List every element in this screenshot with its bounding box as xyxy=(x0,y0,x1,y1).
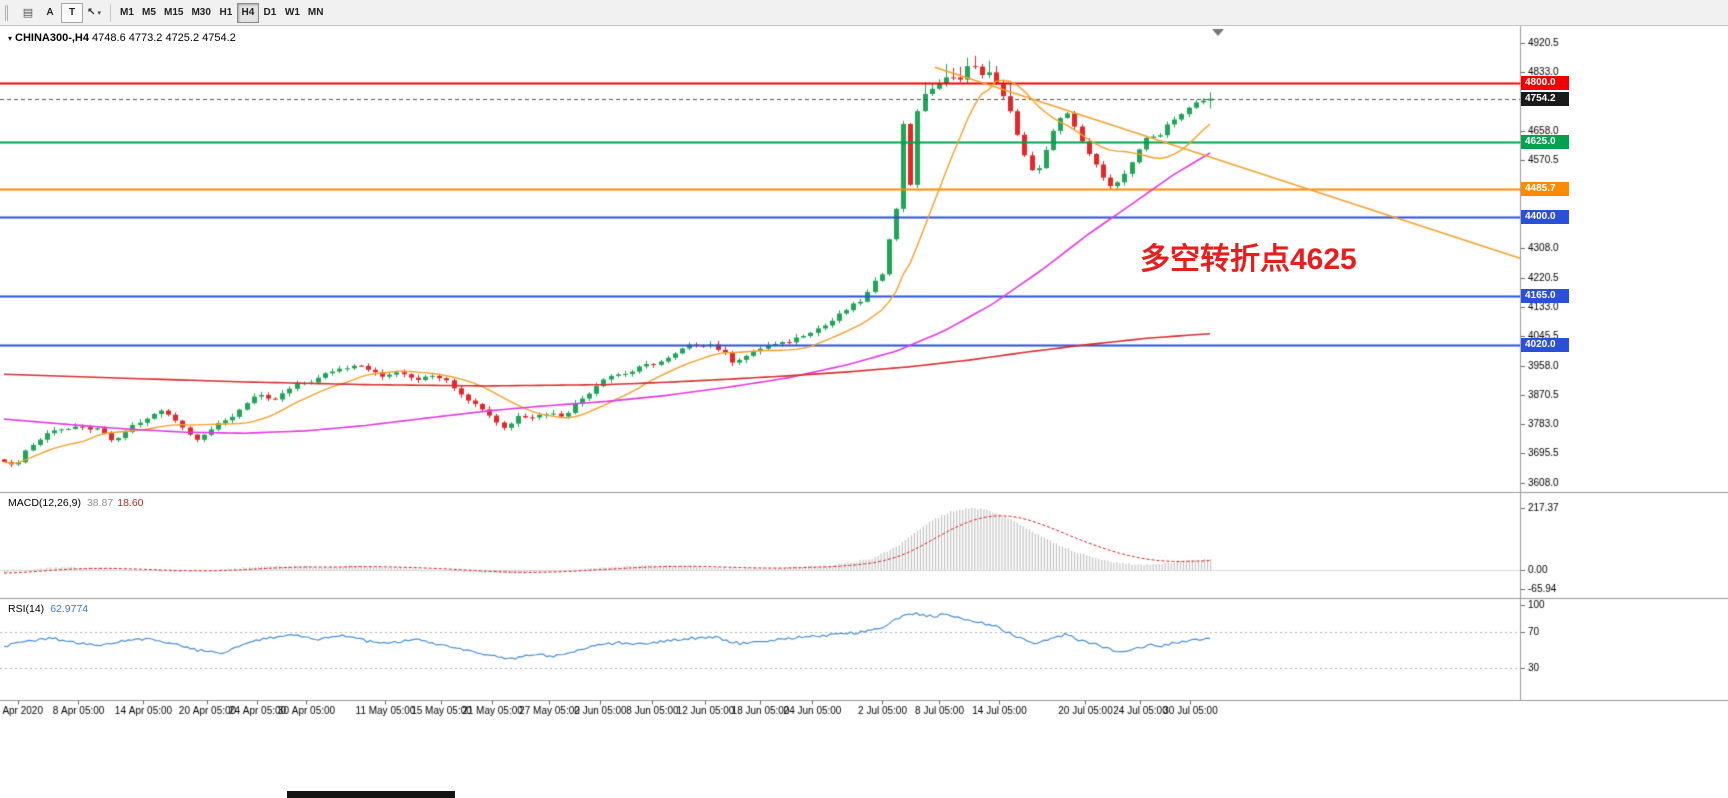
chart-grid-icon: ▤ xyxy=(22,7,34,19)
rsi-value: 62.9774 xyxy=(50,603,89,615)
macd-indicator-label: MACD(12,26,9) 38.87 18.60 xyxy=(8,497,144,509)
annotate-a-button[interactable]: A xyxy=(39,3,61,23)
price-line-badge: 4165.0 xyxy=(1521,289,1569,304)
rsi-indicator-label: RSI(14) 62.9774 xyxy=(8,603,88,615)
current-price-badge: 4754.2 xyxy=(1521,91,1569,106)
timeframe-m30[interactable]: M30 xyxy=(187,3,214,23)
cursor-icon: ↖ xyxy=(87,7,96,18)
timeframe-h1[interactable]: H1 xyxy=(215,3,237,23)
macd-name: MACD(12,26,9) xyxy=(8,497,81,509)
chart-title-caret-icon: ▾ xyxy=(8,34,13,43)
macd-signal-value: 18.60 xyxy=(117,497,144,509)
chart-annotation-text[interactable]: 多空转折点4625 xyxy=(1140,243,1357,276)
timeframe-m1[interactable]: M1 xyxy=(116,3,138,23)
dropdown-caret-icon: ▾ xyxy=(97,9,101,17)
cursor-tool-dropdown[interactable]: ↖ ▾ xyxy=(83,3,105,23)
toolbar-separator xyxy=(110,3,111,22)
timeframe-m15[interactable]: M15 xyxy=(160,3,187,23)
price-line-badge: 4020.0 xyxy=(1521,337,1569,352)
symbol-timeframe-label: CHINA300-,H4 xyxy=(15,32,89,44)
toolbar-grip[interactable] xyxy=(5,4,12,21)
text-tool-button[interactable]: T xyxy=(61,2,83,23)
timeframe-d1[interactable]: D1 xyxy=(259,3,281,23)
timeframe-m5[interactable]: M5 xyxy=(138,3,160,23)
timeframe-mn[interactable]: MN xyxy=(304,3,328,23)
chart-stage: ▾ CHINA300-,H4 4748.6 4773.2 4725.2 4754.… xyxy=(0,26,1728,798)
price-line-badge: 4400.0 xyxy=(1521,210,1569,225)
timeframe-w1[interactable]: W1 xyxy=(281,3,304,23)
price-line-badge: 4625.0 xyxy=(1521,134,1569,149)
timeframe-h4[interactable]: H4 xyxy=(236,2,259,23)
ohlc-values: 4748.6 4773.2 4725.2 4754.2 xyxy=(92,32,236,44)
chart-title: ▾ CHINA300-,H4 4748.6 4773.2 4725.2 4754.… xyxy=(8,32,236,44)
toolbar: ▤ A T ↖ ▾ M1 M5 M15 M30 H1 H4 D1 W1 MN xyxy=(0,0,1728,26)
rsi-name: RSI(14) xyxy=(8,603,45,615)
price-chart-canvas[interactable] xyxy=(0,26,1728,798)
price-line-badge: 4800.0 xyxy=(1521,76,1569,91)
price-line-badge: 4485.7 xyxy=(1521,181,1569,196)
macd-main-value: 38.87 xyxy=(86,497,114,509)
charts-grid-button[interactable]: ▤ xyxy=(17,3,39,23)
taskbar-fragment xyxy=(287,791,455,798)
